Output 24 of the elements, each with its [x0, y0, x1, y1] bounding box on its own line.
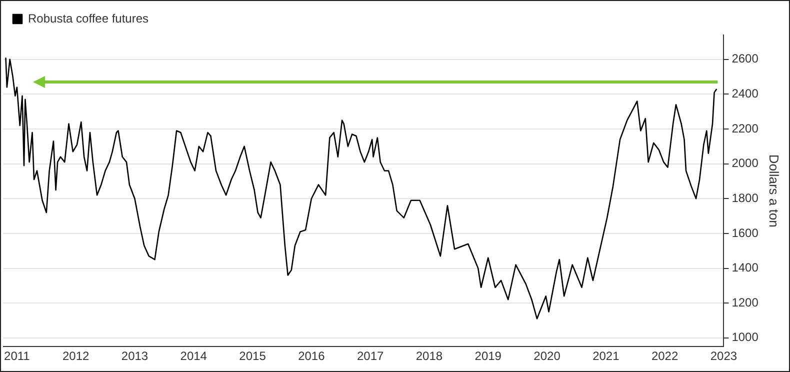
x-tick-label: 2021: [592, 349, 620, 364]
y-tick-label: 1200: [732, 295, 759, 310]
y-tick-label: 1600: [732, 226, 759, 240]
y-tick-label: 2200: [732, 121, 759, 136]
x-tick-label: 2017: [356, 349, 384, 364]
x-tick-label: 2011: [4, 349, 30, 364]
y-tick-label: 1800: [732, 190, 759, 205]
x-tick-label: 2023: [710, 349, 738, 364]
y-tick-label: 2000: [732, 156, 759, 170]
y-tick-label: 2600: [732, 52, 759, 66]
x-tick-label: 2020: [534, 349, 561, 364]
legend-label: Robusta coffee futures: [28, 11, 149, 26]
y-tick-label: 1000: [732, 330, 759, 344]
x-tick-label: 2013: [121, 349, 148, 364]
x-tick-label: 2012: [62, 349, 90, 364]
y-axis-title: Dollars a ton: [766, 154, 782, 228]
x-tick-label: 2014: [180, 349, 208, 364]
x-tick-label: 2022: [651, 349, 678, 364]
y-tick-label: 2400: [732, 86, 759, 100]
x-tick-label: 2015: [239, 349, 266, 364]
y-tick-label: 1400: [732, 260, 759, 275]
x-tick-label: 2016: [298, 349, 326, 364]
x-tick-label: 2019: [474, 349, 502, 364]
x-tick-label: 2018: [416, 349, 443, 364]
